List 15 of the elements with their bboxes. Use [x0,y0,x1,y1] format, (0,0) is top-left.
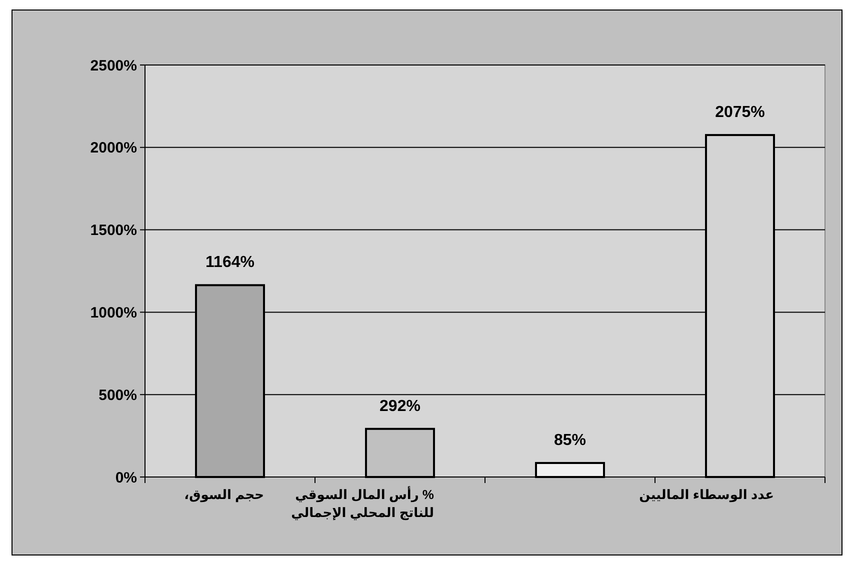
data-label: 2075% [715,104,765,122]
y-tick-label: 1000% [90,304,137,322]
data-label: 85% [554,432,586,449]
data-label: 292% [380,398,420,415]
x-tick-label: حجم السوق، [184,487,264,503]
y-tick-label: 500% [98,386,137,404]
y-tick-label: 0% [115,469,137,486]
x-tick-label: % رأس المال السوقي للناتج المحلي الإجمالي [291,486,434,521]
bar [535,462,605,478]
y-tick-label: 2500% [90,57,137,74]
data-label: 1164% [206,254,254,272]
x-tick-label: عدد الوسطاء الماليين [639,487,774,503]
y-tick-label: 1500% [90,222,137,240]
y-tick-label: 2000% [90,140,137,157]
bar [365,428,435,478]
